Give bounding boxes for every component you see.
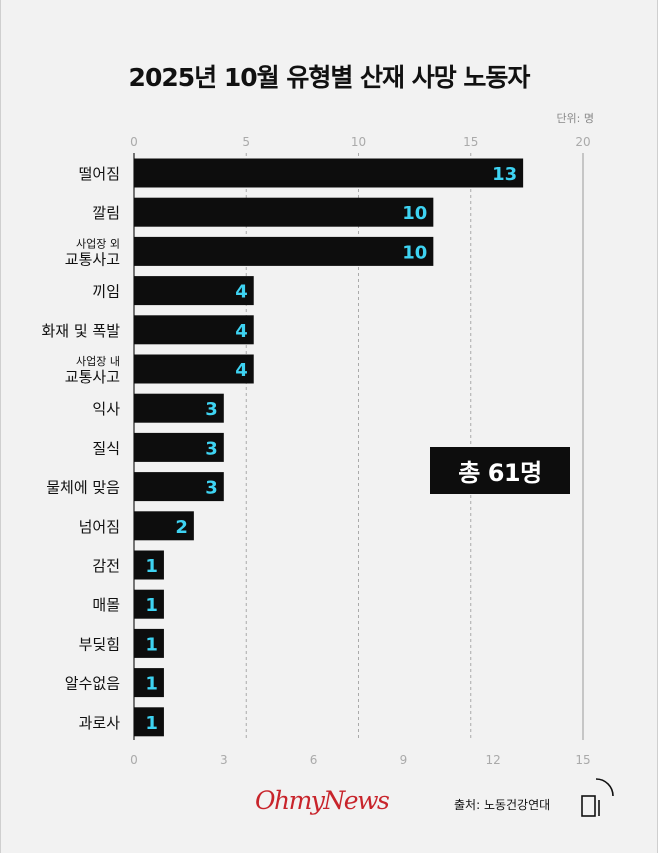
bar-value-label: 3 [205, 438, 218, 459]
bar [134, 158, 524, 188]
bar-value-label: 3 [205, 478, 218, 499]
category-label: 알수없음 [65, 675, 120, 693]
category-label: 떨어짐 [79, 165, 120, 183]
source-logo-icon [581, 778, 614, 817]
bar [134, 589, 164, 619]
bar-value-label: 1 [145, 556, 158, 577]
bar-value-label: 1 [145, 674, 158, 695]
top-axis-tick-label: 5 [242, 135, 250, 149]
category-label: 물체에 맞음 [46, 479, 120, 497]
bottom-axis-tick-label: 9 [400, 753, 408, 767]
bar-value-label: 13 [492, 164, 517, 185]
category-label: 끼임 [92, 283, 120, 301]
bar-value-label: 10 [402, 203, 427, 224]
top-axis-tick-label: 0 [130, 135, 138, 149]
bar-value-label: 1 [145, 595, 158, 616]
category-label: 익사 [92, 400, 120, 418]
bar [134, 315, 254, 345]
bar [134, 707, 164, 737]
bar [134, 668, 164, 698]
bar-value-label: 10 [402, 242, 427, 263]
category-label: 사업장 내 [76, 355, 120, 368]
bar [134, 472, 224, 502]
category-label: 깔림 [92, 204, 120, 222]
category-label: 교통사고 [65, 368, 120, 386]
unit-label: 단위: 명 [556, 112, 594, 125]
category-label: 교통사고 [65, 250, 120, 268]
top-axis-tick-label: 20 [575, 135, 590, 149]
bar-value-label: 2 [175, 517, 188, 538]
bottom-axis-tick-label: 0 [130, 753, 138, 767]
total-badge: 총 61명 [430, 447, 570, 494]
category-label: 사업장 외 [76, 237, 120, 250]
category-label: 부딪힘 [79, 635, 120, 653]
top-axis-tick-label: 15 [463, 135, 478, 149]
category-label: 넘어짐 [79, 518, 120, 536]
category-label: 감전 [92, 557, 120, 575]
chart-title: 2025년 10월 유형별 산재 사망 노동자 [128, 63, 531, 92]
bar [134, 197, 434, 227]
bar [134, 276, 254, 306]
bottom-axis-tick-label: 6 [310, 753, 318, 767]
category-label: 질식 [92, 439, 120, 457]
bar-value-label: 1 [145, 634, 158, 655]
bar [134, 511, 194, 541]
bar [134, 393, 224, 423]
bar-value-label: 4 [235, 321, 248, 342]
bottom-axis-tick-label: 3 [220, 753, 228, 767]
source-label: 출처: 노동건강연대 [454, 798, 551, 812]
category-label: 과로사 [79, 714, 121, 732]
brand-logo: OhmyNews [255, 786, 390, 815]
bottom-axis-tick-label: 15 [575, 753, 590, 767]
bottom-axis-tick-label: 12 [486, 753, 501, 767]
bar [134, 354, 254, 384]
category-label: 화재 및 폭발 [41, 322, 120, 340]
bar-value-label: 4 [235, 282, 248, 303]
bar [134, 550, 164, 580]
top-axis-tick-label: 10 [351, 135, 366, 149]
bar-value-label: 1 [145, 713, 158, 734]
bar [134, 432, 224, 462]
category-label: 매몰 [92, 596, 120, 614]
bar [134, 628, 164, 658]
bar-value-label: 4 [235, 360, 248, 381]
bar [134, 236, 434, 266]
bar-value-label: 3 [205, 399, 218, 420]
